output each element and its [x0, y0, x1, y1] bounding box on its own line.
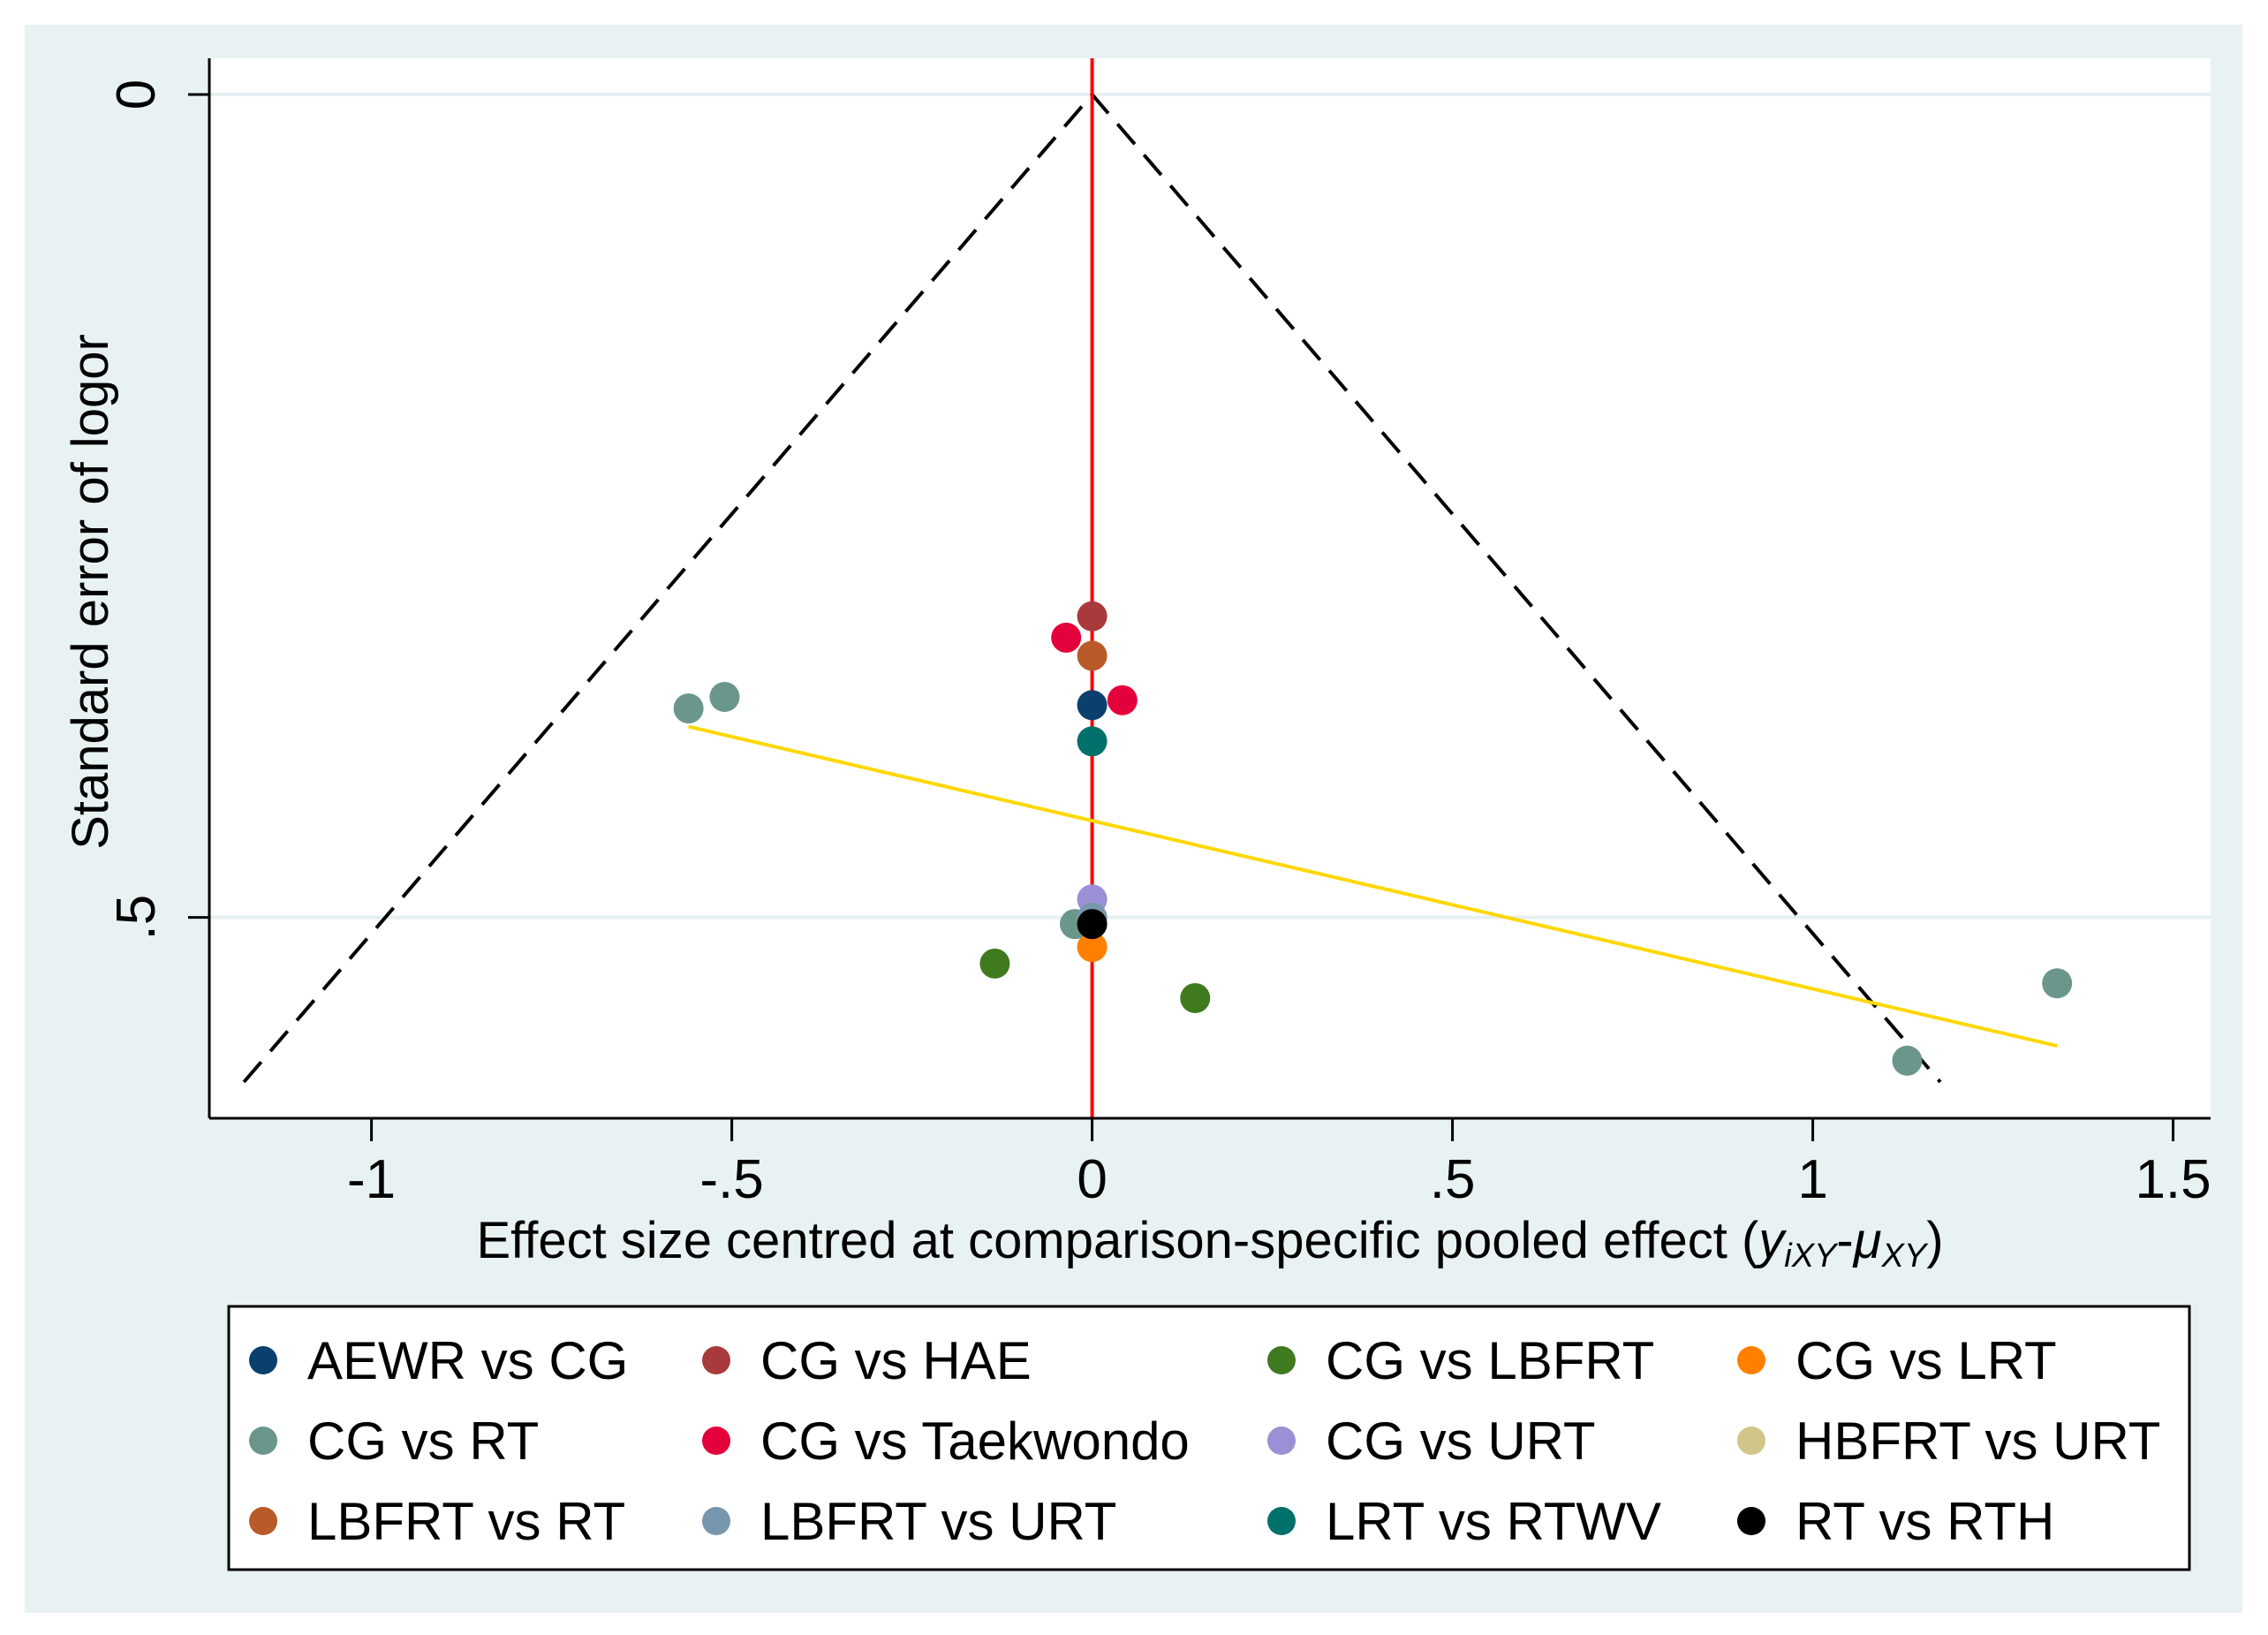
legend-label: LBFRT vs RT — [307, 1492, 625, 1551]
data-point — [1077, 932, 1108, 963]
legend-label: CG vs RT — [307, 1412, 539, 1471]
legend-label: LBFRT vs URT — [760, 1492, 1116, 1551]
legend-marker — [702, 1427, 730, 1455]
legend-marker — [702, 1507, 730, 1535]
y-tick-label: 0 — [106, 79, 167, 110]
y-axis-title: Standard error of logor — [62, 334, 119, 850]
legend-marker — [702, 1346, 730, 1374]
legend-label: LRT vs RTWV — [1326, 1492, 1661, 1551]
legend-marker — [249, 1346, 277, 1374]
data-point — [709, 681, 740, 712]
data-point — [1180, 982, 1211, 1013]
legend: AEWR vs CG CG vs HAE CG vs LBFRT CG vs LRT C… — [249, 1331, 2160, 1551]
data-point — [2042, 968, 2073, 999]
data-point — [1077, 601, 1108, 632]
legend-label: CG vs Taekwondo — [760, 1412, 1190, 1471]
data-point — [1892, 1045, 1923, 1076]
data-point — [1107, 685, 1138, 715]
x-tick-label: 1.5 — [2135, 1149, 2211, 1210]
legend-marker — [249, 1507, 277, 1535]
x-axis-title: Effect size centred at comparison-specif… — [476, 1212, 1943, 1275]
data-point — [673, 693, 704, 724]
legend-box — [227, 1305, 2191, 1571]
data-point — [1077, 640, 1108, 671]
legend-marker — [1737, 1507, 1765, 1535]
data-point — [1077, 909, 1108, 940]
y-tick-label: .5 — [106, 895, 167, 941]
legend-label: CG vs HAE — [760, 1331, 1032, 1390]
legend-label: CG vs LRT — [1796, 1331, 2057, 1390]
x-tick-label: 0 — [1077, 1149, 1107, 1210]
data-point — [1051, 622, 1082, 653]
legend-marker — [1267, 1507, 1296, 1535]
plot-area — [209, 58, 2211, 1118]
legend-label: RT vs RTH — [1796, 1492, 2054, 1551]
x-tick-label: 1 — [1797, 1149, 1827, 1210]
legend-label: CG vs LBFRT — [1326, 1331, 1654, 1390]
legend-marker — [1267, 1427, 1296, 1455]
regression-line — [688, 724, 2058, 1048]
legend-marker — [1737, 1427, 1765, 1455]
x-tick-label: -.5 — [699, 1149, 763, 1210]
legend-marker — [1267, 1346, 1296, 1374]
data-point — [1077, 726, 1108, 757]
legend-label: AEWR vs CG — [307, 1331, 628, 1390]
legend-label: HBFRT vs URT — [1796, 1412, 2160, 1471]
data-point — [979, 948, 1010, 979]
legend-label: CG vs URT — [1326, 1412, 1596, 1471]
x-tick-label: -1 — [347, 1149, 396, 1210]
data-point — [1077, 690, 1108, 721]
x-tick-label: .5 — [1430, 1149, 1476, 1210]
legend-marker — [249, 1427, 277, 1455]
legend-marker — [1737, 1346, 1765, 1374]
